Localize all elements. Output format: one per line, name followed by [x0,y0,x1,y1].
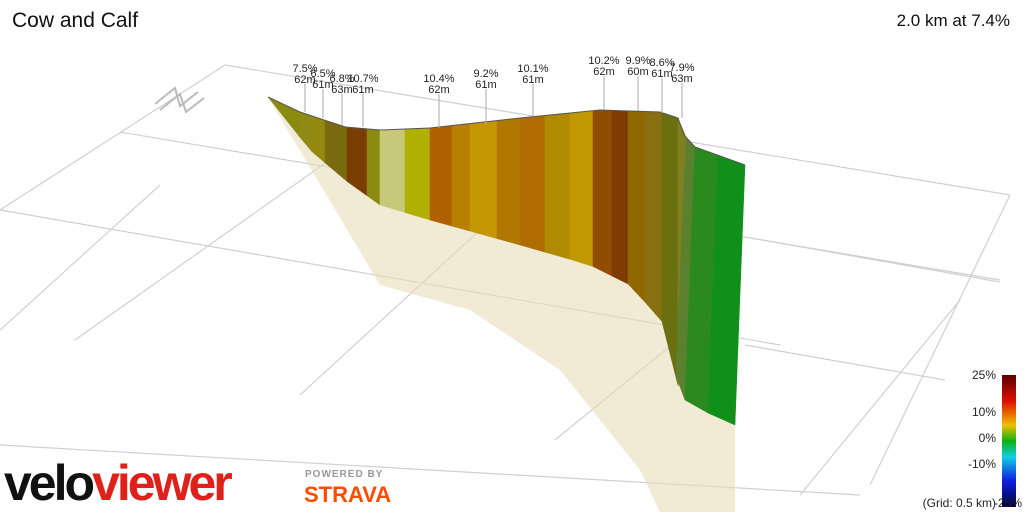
length-label: 61m [522,74,543,86]
length-label: 62m [294,74,315,86]
length-label: 63m [671,73,692,85]
grid-note: (Grid: 0.5 km) [923,496,996,510]
surface-strip [469,120,498,239]
strava: STRAVA [304,482,391,507]
grade-label: 9.9% [625,55,650,67]
title: Cow and Calf [12,9,138,32]
surface-strip [404,127,431,221]
logo-right: viewer [92,455,232,511]
surface-strip [611,110,629,285]
color-scale [1002,375,1016,507]
profile-surface [267,96,746,426]
grade-label: 10.7% [347,73,378,85]
summary: 2.0 km at 7.4% [897,11,1010,30]
grade-label: 6.8% [329,73,354,85]
legend-label: -10% [968,457,996,471]
surface-strip [644,111,663,323]
north-arrow [154,86,205,114]
legend-label: 10% [972,405,996,419]
legend-label: -25% [994,496,1022,510]
annotations: 7.5%62m6.5%61m6.8%63m10.7%61m10.4%62m9.2… [292,55,695,128]
legend-label: 0% [979,431,997,445]
length-label: 62m [428,84,449,96]
grade-label: 6.5% [310,68,335,80]
length-label: 63m [331,84,352,96]
grade-label: 10.4% [423,73,454,85]
grade-label: 10.2% [588,55,619,67]
length-label: 62m [593,66,614,78]
grade-label: 10.1% [517,63,548,75]
powered-by: POWERED BY [305,469,383,480]
length-label: 61m [352,84,373,96]
surface-strip [379,128,406,213]
grade-label: 7.5% [292,63,317,75]
length-label: 61m [475,79,496,91]
logo-left: velo [4,455,94,511]
surface-strip [627,110,646,303]
length-label: 61m [651,68,672,80]
surface-strip [366,128,381,206]
surface-strip [544,112,571,260]
surface-strip [496,117,521,246]
surface-strip [592,110,613,277]
surface-strip [569,110,594,267]
legend: 25% 10% 0% -10% -25% [968,368,1022,510]
grade-label: 8.6% [649,57,674,69]
surface-strip [519,115,546,253]
profile-edge [267,96,746,166]
surface-strip [429,125,453,227]
profile-shadow [268,97,735,512]
surface-strip [451,123,471,232]
legend-label: 25% [972,368,996,382]
logo: veloviewer [4,455,232,511]
length-label: 61m [312,79,333,91]
surface-strip [267,96,301,139]
grade-label: 7.9% [669,62,694,74]
length-label: 60m [627,66,648,78]
grade-label: 9.2% [473,68,498,80]
